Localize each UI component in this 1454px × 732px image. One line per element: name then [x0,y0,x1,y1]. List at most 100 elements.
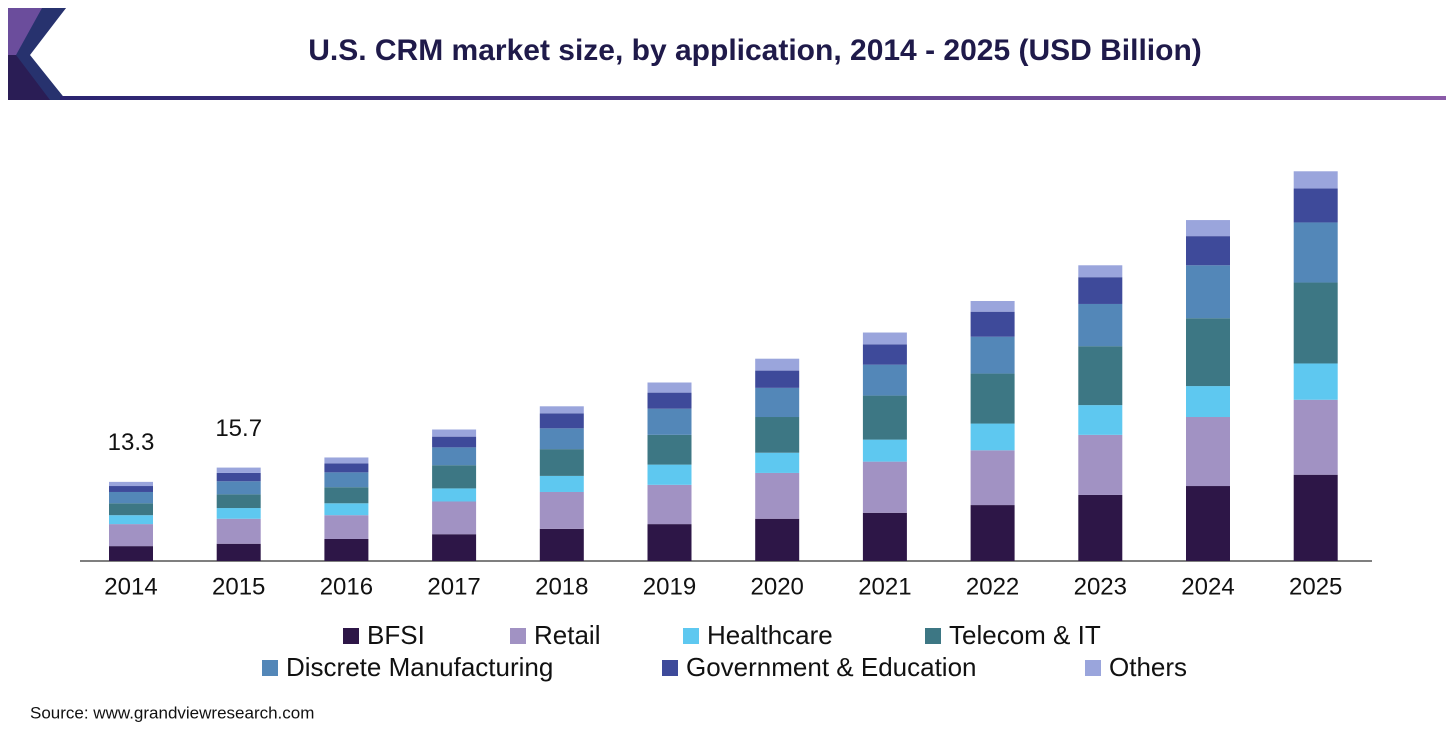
bar-segment [970,336,1015,374]
chart-title: U.S. CRM market size, by application, 20… [308,34,1202,67]
x-tick-label: 2020 [751,573,804,600]
bar-segment [539,413,584,429]
bar-segment [1078,277,1123,304]
bar-segment [647,524,692,561]
legend-swatch [262,660,278,676]
x-tick-label: 2019 [643,573,696,600]
bar-segment [1186,417,1230,487]
bar-segment [647,382,692,393]
bar-segment [755,518,800,561]
bar-segment [324,472,369,488]
bar-segment [647,464,692,485]
bar-segment [216,467,261,473]
bar-segment [862,364,907,396]
bar-segment [539,475,584,492]
bar-segment [1186,236,1230,266]
logo [8,8,66,100]
bar-segment [216,494,261,509]
bar-segment [970,423,1015,451]
bar-segment [1186,265,1230,319]
x-tick-label: 2016 [320,573,373,600]
bar-segment [324,503,369,516]
legend-label: Discrete Manufacturing [286,652,553,682]
bar-segment [1078,405,1123,435]
bar-segment [539,491,584,529]
bar-segment [216,518,261,544]
bar-segment [109,546,153,561]
bar-segment [109,503,153,516]
legend-label: Others [1109,652,1187,682]
bar-segment [862,344,907,365]
bar-segment [1078,434,1123,495]
legend-label: Government & Education [686,652,977,682]
x-tick-label: 2018 [535,573,588,600]
bar-segment [755,452,800,473]
x-tick-label: 2015 [212,573,265,600]
bar-segment [1293,474,1338,561]
bar-segment [539,406,584,414]
bar-segment [755,358,800,371]
bar-segment [970,300,1015,312]
bar-segment [109,481,153,487]
bar-segment [432,465,477,489]
bar-segment [1186,386,1230,418]
bar-segment [970,505,1015,561]
bar-segment [324,457,369,464]
bar-segment [324,463,369,473]
bar-segment [432,501,477,535]
bar-segment [324,538,369,561]
bar-segment [862,332,907,345]
bar-segment [432,429,477,437]
bar-segment [647,392,692,409]
bar-segment [109,524,153,547]
bar-segment [216,472,261,482]
bar-segment [1293,222,1338,283]
bar-segment [1293,282,1338,364]
bar-segment [432,488,477,502]
x-tick-label: 2025 [1289,573,1342,600]
bar-segment [1186,318,1230,387]
bar-segment [862,395,907,440]
legend-swatch [510,628,526,644]
total-label: 13.3 [108,429,155,456]
bar-segment [1293,171,1338,189]
x-tick-label: 2021 [858,573,911,600]
legend-swatch [683,628,699,644]
legend-label: Telecom & IT [949,620,1101,650]
bar-segment [1293,188,1338,223]
bar-segment [324,515,369,539]
bar-segment [1186,486,1230,561]
bar-segment [970,373,1015,424]
bar-segment [755,370,800,388]
bar-segment [1078,346,1123,406]
bar-segment [1293,399,1338,475]
bar-segment [324,487,369,504]
bar-segment [109,486,153,492]
legend-swatch [662,660,678,676]
legend-label: Retail [534,620,600,650]
bar-segment [647,434,692,465]
x-tick-label: 2023 [1074,573,1127,600]
header-rule [60,96,1446,100]
legend-swatch [343,628,359,644]
bar-segment [539,449,584,476]
x-tick-label: 2017 [427,573,480,600]
legend-label: Healthcare [707,620,833,650]
bar-segment [1293,363,1338,400]
bar-segment [539,528,584,561]
bar-segment [862,512,907,561]
bar-segment [647,484,692,525]
x-tick-label: 2022 [966,573,1019,600]
bar-segment [970,311,1015,337]
legend-label: BFSI [367,620,425,650]
bar-segment [755,387,800,418]
bar-segment [432,534,477,561]
x-tick-label: 2014 [104,573,157,600]
bar-segment [109,491,153,504]
bar-segment [432,436,477,448]
legend-swatch [1085,660,1101,676]
bar-segment [1078,303,1123,347]
bar-segment [109,515,153,525]
bar-segment [1186,220,1230,237]
